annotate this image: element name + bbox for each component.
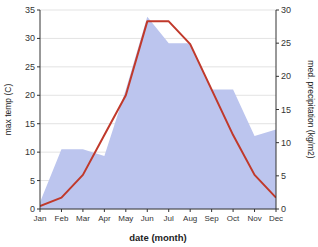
x-tick [190,209,191,212]
x-tick-label: Feb [55,214,69,223]
x-tick-label: Apr [98,214,111,223]
x-tick-label: May [118,214,133,223]
y-tick-label: 0 [30,204,35,214]
grid [40,10,276,209]
y2-tick-label: 30 [281,5,291,15]
y2-tick-label: 15 [281,105,291,115]
y2-tick [276,175,279,176]
y2-axis-label: med. precipitation (kg/m2) [306,60,316,158]
x-tick [254,209,255,212]
x-tick-label: Sep [205,214,220,223]
temperature-line [40,21,276,206]
y2-tick-label: 0 [281,204,286,214]
x-tick [61,209,62,212]
y2-tick [276,209,279,210]
x-tick-label: Jan [34,214,47,223]
y2-tick [276,142,279,143]
x-axis-line [40,209,276,210]
y-tick [37,66,40,67]
y-tick-label: 30 [25,33,35,43]
x-tick-label: Mar [76,214,90,223]
x-tick-label: Nov [247,214,261,223]
y-axis-line [40,10,41,209]
x-tick [233,209,234,212]
x-tick [125,209,126,212]
chart-container: JanFebMarAprMayJunJulAugSepOctNovDec0510… [0,0,318,247]
y-tick [37,10,40,11]
x-tick [211,209,212,212]
x-tick [104,209,105,212]
plot-area [40,17,276,209]
y-axis-label: max temp (C) [3,84,13,136]
y2-tick [276,10,279,11]
y-tick [37,123,40,124]
x-tick [82,209,83,212]
y-tick-label: 5 [30,176,35,186]
x-tick-label: Jul [164,214,174,223]
y2-tick-label: 20 [281,71,291,81]
y-tick [37,180,40,181]
precipitation-area [40,17,276,209]
x-tick [168,209,169,212]
axes: JanFebMarAprMayJunJulAugSepOctNovDec0510… [25,5,291,223]
y2-tick-label: 5 [281,171,286,181]
y-tick-label: 25 [25,62,35,72]
x-tick-label: Aug [183,214,197,223]
x-tick-label: Oct [227,214,240,223]
y-tick [37,95,40,96]
y-tick-label: 35 [25,5,35,15]
y-tick-label: 15 [25,119,35,129]
chart: JanFebMarAprMayJunJulAugSepOctNovDec0510… [0,0,318,247]
y2-tick [276,76,279,77]
x-tick [147,209,148,212]
y2-tick-label: 10 [281,138,291,148]
x-tick-label: Jun [141,214,154,223]
x-tick-label: Dec [269,214,283,223]
y2-tick [276,109,279,110]
grid-line [40,10,276,11]
y2-tick [276,43,279,44]
grid-line [40,209,276,210]
y-tick [37,209,40,210]
y2-tick-label: 25 [281,38,291,48]
y-tick-label: 20 [25,90,35,100]
y-tick [37,152,40,153]
y-tick-label: 10 [25,147,35,157]
y-tick [37,38,40,39]
x-axis-label: date (month) [129,232,187,243]
